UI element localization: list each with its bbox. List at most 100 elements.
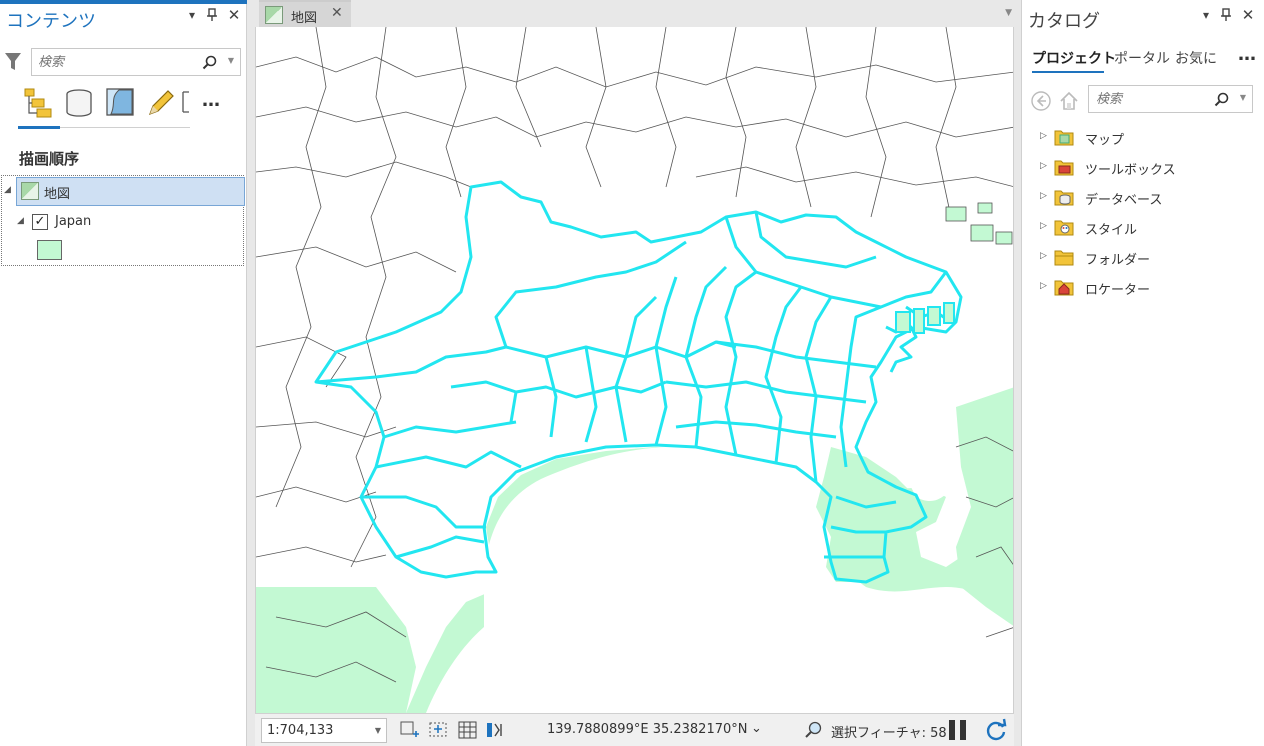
active-tab-underline <box>18 126 60 129</box>
locator-folder-icon <box>1054 278 1074 296</box>
labeling-icon[interactable] <box>180 86 192 120</box>
more-options-icon[interactable]: … <box>1238 44 1257 65</box>
miura-peninsula <box>816 447 924 582</box>
tab-map[interactable]: 地図 ✕ <box>259 0 351 27</box>
drawing-order-icon[interactable] <box>20 86 54 120</box>
data-source-icon[interactable] <box>62 86 96 120</box>
home-icon[interactable] <box>1058 90 1080 112</box>
catalog-item-label: マップ <box>1085 133 1125 148</box>
catalog-item-styles[interactable]: ▷ スタイル <box>1040 216 1250 240</box>
grid-icon[interactable] <box>457 720 479 740</box>
catalog-tabs: プロジェクト ポータル お気に … <box>1032 44 1260 74</box>
style-folder-icon <box>1054 218 1074 236</box>
chevron-down-icon[interactable]: ▼ <box>374 726 381 735</box>
catalog-item-label: スタイル <box>1085 223 1138 238</box>
chevron-down-icon[interactable]: ▼ <box>1239 93 1246 102</box>
map-drawing[interactable] <box>256 27 1014 713</box>
tab-project[interactable]: プロジェクト <box>1032 51 1116 67</box>
search-icon[interactable] <box>202 54 218 70</box>
catalog-search-input[interactable] <box>1096 87 1206 111</box>
more-options-icon[interactable]: … <box>202 90 221 111</box>
pause-drawing-icon[interactable] <box>949 720 967 740</box>
contents-view-toolbar: … <box>18 86 248 129</box>
expand-icon[interactable]: ▷ <box>1040 251 1047 261</box>
expand-icon[interactable]: ▷ <box>1040 131 1047 141</box>
scale-dropdown[interactable]: 1:704,133 ▼ <box>261 718 387 743</box>
coordinate-readout: 139.7880899°E 35.2382170°N <box>547 722 748 737</box>
selection-icon[interactable] <box>104 86 138 120</box>
folder-icon <box>1054 248 1074 266</box>
catalog-item-label: フォルダー <box>1085 253 1151 268</box>
layer-tree: ◢ 地図 ◢ ✓ Japan <box>1 175 245 266</box>
tab-list-chevron-icon[interactable]: ▼ <box>1005 8 1012 18</box>
view-tab-bar: 地図 ✕ ▼ <box>255 0 1014 27</box>
editing-icon[interactable] <box>144 86 178 120</box>
selected-features-count: 選択フィーチャ: 58 <box>831 726 947 741</box>
map-canvas[interactable] <box>255 27 1014 713</box>
tree-item-map[interactable]: 地図 <box>16 177 245 206</box>
catalog-item-locators[interactable]: ▷ ロケーター <box>1040 276 1250 300</box>
back-icon[interactable] <box>1030 90 1052 112</box>
reclaimed-land <box>895 302 955 334</box>
map-icon <box>21 182 39 200</box>
expand-layer-icon[interactable]: ◢ <box>17 216 24 226</box>
close-icon[interactable]: ✕ <box>1241 6 1255 24</box>
correction-icon[interactable] <box>485 720 507 740</box>
tab-portal[interactable]: ポータル <box>1114 51 1170 67</box>
close-tab-icon[interactable]: ✕ <box>331 5 343 21</box>
contents-search-input[interactable] <box>38 50 188 74</box>
fixed-scale-icon[interactable] <box>399 720 421 740</box>
catalog-item-maps[interactable]: ▷ マップ <box>1040 126 1250 150</box>
map-status-bar: 1:704,133 ▼ 139.7880899°E 35.2382170°N ⌄… <box>255 713 1014 746</box>
snapping-icon[interactable] <box>428 720 450 740</box>
chevron-down-icon[interactable]: ▼ <box>227 56 234 65</box>
izu-area <box>256 587 416 713</box>
sea-area <box>426 446 1013 713</box>
scale-value: 1:704,133 <box>267 723 334 738</box>
selection-zoom-icon[interactable] <box>803 720 825 740</box>
expand-icon[interactable]: ▷ <box>1040 221 1047 231</box>
refresh-icon[interactable] <box>984 718 1008 742</box>
municipal-boundaries <box>256 27 1013 683</box>
contents-pane-title: コンテンツ <box>6 11 96 32</box>
tab-favorites[interactable]: お気に <box>1175 51 1217 67</box>
layer-visibility-checkbox[interactable]: ✓ <box>32 214 48 230</box>
expand-map-icon[interactable]: ◢ <box>4 185 11 195</box>
filter-icon[interactable] <box>4 52 22 72</box>
toolbox-folder-icon <box>1054 158 1074 176</box>
catalog-item-label: ロケーター <box>1085 283 1151 298</box>
expand-icon[interactable]: ▷ <box>1040 191 1047 201</box>
pane-options-icon[interactable]: ▾ <box>188 8 196 22</box>
expand-icon[interactable]: ▷ <box>1040 281 1047 291</box>
expand-icon[interactable]: ▷ <box>1040 161 1047 171</box>
layer-symbol-swatch[interactable] <box>37 240 62 260</box>
catalog-pane: カタログ ▾ ✕ プロジェクト ポータル お気に … ▼ ▷ <box>1021 0 1264 746</box>
tokyo-reclaimed-land <box>945 202 1013 245</box>
database-folder-icon <box>1054 188 1074 206</box>
catalog-item-label: ツールボックス <box>1085 163 1176 178</box>
map-icon <box>265 6 283 24</box>
boso-peninsula <box>956 387 1013 626</box>
catalog-item-folders[interactable]: ▷ フォルダー <box>1040 246 1250 270</box>
active-pane-indicator <box>0 0 247 4</box>
catalog-pane-title: カタログ <box>1028 11 1100 32</box>
pane-options-icon[interactable]: ▾ <box>1202 8 1210 22</box>
contents-search-box[interactable]: ▼ <box>31 48 241 76</box>
close-icon[interactable]: ✕ <box>227 6 241 24</box>
catalog-search-box[interactable]: ▼ <box>1088 85 1253 113</box>
contents-pane: コンテンツ ▾ ✕ ▼ <box>0 0 247 746</box>
catalog-item-label: データベース <box>1085 193 1163 208</box>
tab-map-label: 地図 <box>291 11 318 26</box>
drawing-order-heading: 描画順序 <box>19 150 80 168</box>
search-icon[interactable] <box>1214 91 1230 107</box>
coordinate-format-chevron-icon[interactable]: ⌄ <box>751 721 762 736</box>
catalog-item-toolboxes[interactable]: ▷ ツールボックス <box>1040 156 1250 180</box>
catalog-item-databases[interactable]: ▷ データベース <box>1040 186 1250 210</box>
map-folder-icon <box>1054 128 1074 146</box>
active-tab-underline <box>1032 71 1104 73</box>
layer-name[interactable]: Japan <box>55 214 92 229</box>
map-view: 地図 ✕ ▼ <box>255 0 1014 746</box>
pin-icon[interactable] <box>204 8 220 25</box>
pin-icon[interactable] <box>1218 8 1234 25</box>
selected-features[interactable] <box>314 180 963 584</box>
